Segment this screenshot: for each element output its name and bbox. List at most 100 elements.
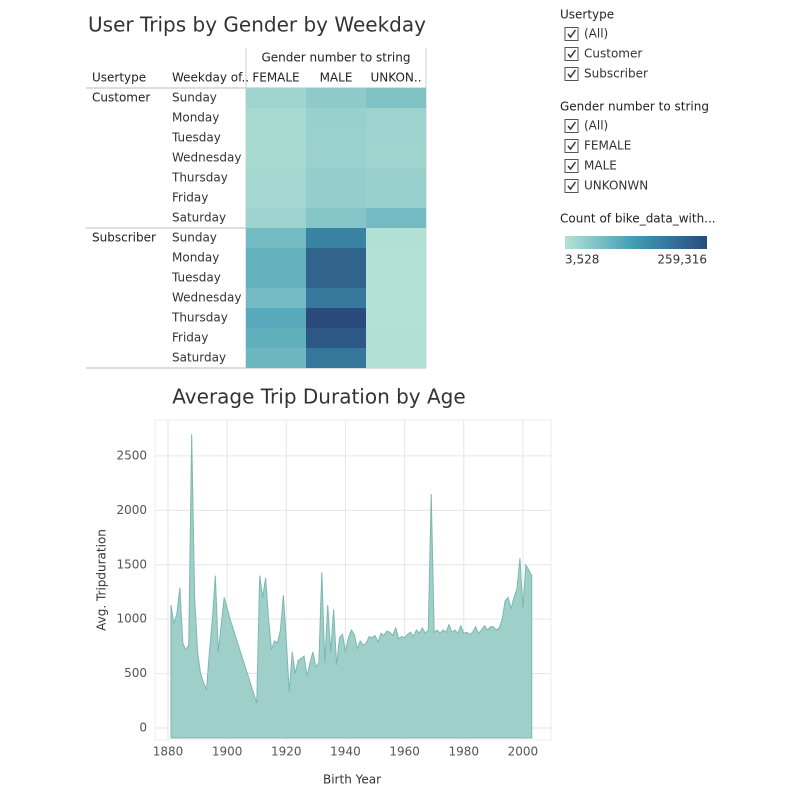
filter-option[interactable]: UNKONWN bbox=[564, 179, 648, 193]
checkbox[interactable] bbox=[564, 139, 579, 153]
area bbox=[170, 434, 533, 739]
heat-cell bbox=[366, 88, 426, 108]
weekday-label: Tuesday bbox=[171, 131, 221, 145]
heat-cell bbox=[366, 188, 426, 208]
weekday-label: Wednesday bbox=[172, 291, 241, 305]
heat-cell bbox=[306, 88, 366, 108]
filter-option[interactable]: MALE bbox=[564, 159, 617, 173]
weekday-label: Thursday bbox=[171, 311, 228, 325]
heat-cell bbox=[306, 268, 366, 288]
filter-option[interactable]: (All) bbox=[564, 27, 608, 41]
weekday-label: Monday bbox=[172, 251, 219, 265]
checkbox[interactable] bbox=[564, 47, 579, 61]
checkbox[interactable] bbox=[564, 119, 579, 133]
checkmark bbox=[567, 29, 577, 39]
checkmark bbox=[567, 141, 577, 151]
heat-cell bbox=[306, 108, 366, 128]
heat-cell bbox=[306, 168, 366, 188]
column-label: MALE bbox=[320, 71, 353, 85]
weekday-label: Saturday bbox=[172, 351, 226, 365]
heat-cell bbox=[306, 328, 366, 348]
checkbox[interactable] bbox=[564, 27, 579, 41]
checkbox[interactable] bbox=[564, 67, 579, 81]
filter-option[interactable]: Customer bbox=[564, 47, 642, 61]
filter-option-label[interactable]: FEMALE bbox=[584, 139, 631, 153]
heat-cell bbox=[246, 168, 306, 188]
x-tick-label: 2000 bbox=[508, 745, 539, 759]
checkbox[interactable] bbox=[564, 179, 579, 193]
heat-cell bbox=[366, 168, 426, 188]
heat-cell bbox=[306, 228, 366, 248]
heat-cell bbox=[306, 248, 366, 268]
heat-cell bbox=[246, 248, 306, 268]
weekday-label: Tuesday bbox=[171, 271, 221, 285]
checkmark bbox=[567, 181, 577, 191]
filter-option[interactable]: Subscriber bbox=[564, 67, 648, 81]
heat-cell bbox=[366, 308, 426, 328]
filter-option-label[interactable]: MALE bbox=[584, 159, 617, 173]
y-tick-label: 2500 bbox=[116, 448, 147, 462]
checkmark bbox=[567, 161, 577, 171]
x-tick-label: 1960 bbox=[389, 745, 420, 759]
x-tick-label: 1900 bbox=[212, 745, 243, 759]
checkmark bbox=[567, 69, 577, 79]
usertype-label: Customer bbox=[92, 91, 150, 105]
heat-cell bbox=[246, 348, 306, 368]
heat-cell bbox=[246, 288, 306, 308]
usertype-label: Subscriber bbox=[92, 231, 156, 245]
heat-cell bbox=[366, 108, 426, 128]
y-axis-label: Avg. Tripduration bbox=[95, 529, 109, 631]
heat-cell bbox=[246, 268, 306, 288]
heat-cell bbox=[246, 228, 306, 248]
filter-option-label[interactable]: (All) bbox=[584, 119, 608, 133]
x-tick-label: 1880 bbox=[153, 745, 184, 759]
y-tick-label: 0 bbox=[139, 721, 147, 735]
heat-cell bbox=[366, 148, 426, 168]
heat-cell bbox=[366, 328, 426, 348]
heat-cell bbox=[366, 348, 426, 368]
filter-option[interactable]: FEMALE bbox=[564, 139, 631, 153]
column-header: Gender number to string bbox=[262, 51, 411, 65]
color-max-label: 259,316 bbox=[657, 253, 707, 267]
heat-cell bbox=[306, 288, 366, 308]
x-tick-label: 1980 bbox=[448, 745, 479, 759]
heat-cell bbox=[306, 148, 366, 168]
heat-cell bbox=[246, 328, 306, 348]
filter-option[interactable]: (All) bbox=[564, 119, 608, 133]
heat-cell bbox=[246, 128, 306, 148]
y-tick-label: 1500 bbox=[116, 557, 147, 571]
weekday-label: Friday bbox=[172, 331, 208, 345]
column-label: UNKON.. bbox=[370, 71, 421, 85]
heat-cell bbox=[246, 308, 306, 328]
heat-cell bbox=[366, 288, 426, 308]
checkmark bbox=[567, 49, 577, 59]
weekday-label: Wednesday bbox=[172, 151, 241, 165]
x-tick-label: 1940 bbox=[330, 745, 361, 759]
heat-cell bbox=[246, 108, 306, 128]
weekday-label: Sunday bbox=[172, 231, 217, 245]
y-tick-label: 500 bbox=[124, 666, 147, 680]
y-tick-label: 1000 bbox=[116, 612, 147, 626]
heat-cell bbox=[246, 188, 306, 208]
heat-cell bbox=[366, 228, 426, 248]
checkmark bbox=[567, 121, 577, 131]
heat-cell bbox=[246, 208, 306, 228]
heat-cell bbox=[306, 308, 366, 328]
filter-option-label[interactable]: Subscriber bbox=[584, 67, 648, 81]
checkbox[interactable] bbox=[564, 159, 579, 173]
weekday-label: Monday bbox=[172, 111, 219, 125]
column-label: FEMALE bbox=[252, 71, 299, 85]
heat-cell bbox=[366, 268, 426, 288]
color-min-label: 3,528 bbox=[565, 253, 599, 267]
heat-cell bbox=[306, 348, 366, 368]
weekday-label: Sunday bbox=[172, 91, 217, 105]
row-header: Usertype bbox=[92, 71, 146, 85]
filter-option-label[interactable]: UNKONWN bbox=[584, 179, 648, 193]
heat-cell bbox=[306, 208, 366, 228]
y-tick-label: 2000 bbox=[116, 503, 147, 517]
filter-option-label[interactable]: (All) bbox=[584, 27, 608, 41]
area-title: Average Trip Duration by Age bbox=[172, 385, 465, 409]
heat-cell bbox=[306, 188, 366, 208]
filter-option-label[interactable]: Customer bbox=[584, 47, 642, 61]
